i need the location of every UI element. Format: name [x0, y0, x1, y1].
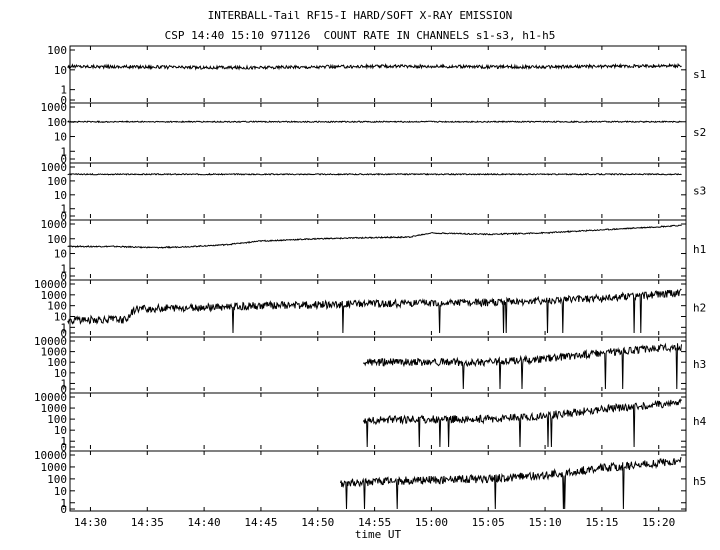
y-tick-label: 100 — [47, 413, 67, 426]
panel-s1: 100 10 10 s1 — [47, 44, 706, 107]
channel-label-h5: h5 — [693, 475, 706, 488]
y-tick-label: 10 — [54, 131, 67, 144]
y-tick-label: 1000 — [41, 161, 68, 174]
y-tick-label: 1 — [60, 435, 67, 448]
series-line-h5 — [340, 456, 682, 510]
y-tick-label: 1000 — [41, 289, 68, 302]
y-tick-label: 10000 — [34, 391, 67, 404]
channel-label-h1: h1 — [693, 243, 706, 256]
y-tick-label: 100 — [47, 175, 67, 188]
plot-frame — [69, 45, 687, 512]
y-tick-label: 0 — [60, 94, 67, 107]
y-tick-label: 10000 — [34, 449, 67, 462]
y-tick-label: 1 — [60, 262, 67, 275]
y-tick-label: 100 — [47, 300, 67, 313]
y-tick-label: 10 — [54, 311, 67, 324]
y-tick-label: 1 — [60, 497, 67, 510]
y-tick-label: 0 — [60, 327, 67, 340]
channel-label-h4: h4 — [693, 415, 707, 428]
x-tick-label: 15:10 — [529, 516, 562, 529]
x-tick-label: 14:45 — [244, 516, 277, 529]
channel-label-s1: s1 — [693, 68, 706, 81]
y-tick-label: 10 — [54, 189, 67, 202]
chart-title: INTERBALL-Tail RF15-I HARD/SOFT X-RAY EM… — [207, 9, 513, 22]
y-tick-label: 100 — [47, 356, 67, 369]
y-tick-label: 1 — [60, 203, 67, 216]
y-tick-label: 10 — [54, 367, 67, 380]
x-tick-label: 15:05 — [472, 516, 505, 529]
series-line-h2 — [67, 288, 682, 334]
channel-label-h3: h3 — [693, 358, 706, 371]
y-tick-label: 0 — [60, 383, 67, 396]
x-tick-label: 15:00 — [415, 516, 448, 529]
series-line-s2 — [67, 120, 682, 124]
series-line-h1 — [67, 224, 682, 249]
x-tick-label: 14:55 — [358, 516, 391, 529]
y-tick-label: 0 — [60, 210, 67, 223]
x-axis-label: time UT — [355, 528, 402, 541]
y-tick-label: 0 — [60, 153, 67, 166]
y-tick-label: 10000 — [34, 335, 67, 348]
series-line-h4 — [362, 398, 682, 448]
y-tick-label: 1 — [60, 321, 67, 334]
x-tick-label: 14:40 — [188, 516, 221, 529]
x-tick-label: 15:15 — [585, 516, 618, 529]
y-tick-label: 1000 — [41, 346, 68, 359]
y-tick-label: 10000 — [34, 278, 67, 291]
channel-label-s2: s2 — [693, 126, 706, 139]
y-tick-label: 100 — [47, 116, 67, 129]
y-tick-label: 1 — [60, 377, 67, 390]
y-tick-label: 10 — [54, 64, 67, 77]
y-tick-label: 1 — [60, 84, 67, 97]
channel-label-h2: h2 — [693, 302, 706, 315]
y-tick-label: 0 — [60, 503, 67, 516]
y-tick-label: 10 — [54, 485, 67, 498]
y-tick-label: 1000 — [41, 461, 68, 474]
y-tick-label: 100 — [47, 44, 67, 57]
y-tick-label: 10 — [54, 424, 67, 437]
y-tick-label: 100 — [47, 233, 67, 246]
series-line-h3 — [362, 342, 682, 390]
y-tick-label: 1000 — [41, 402, 68, 415]
y-tick-label: 100 — [47, 473, 67, 486]
y-tick-label: 1 — [60, 145, 67, 158]
series-line-s1 — [67, 62, 682, 71]
y-tick-label: 1000 — [41, 101, 68, 114]
y-tick-label: 1000 — [41, 218, 68, 231]
x-tick-label: 14:30 — [74, 516, 107, 529]
x-tick-label: 14:50 — [301, 516, 334, 529]
y-tick-label: 0 — [60, 441, 67, 454]
series-line-s3 — [67, 172, 682, 176]
channel-label-s3: s3 — [693, 185, 706, 198]
x-tick-label: 14:35 — [131, 516, 164, 529]
chart-subtitle: CSP 14:40 15:10 971126 COUNT RATE IN CHA… — [164, 29, 556, 42]
x-tick-label: 15:20 — [642, 516, 675, 529]
y-tick-label: 10 — [54, 248, 67, 261]
y-tick-label: 0 — [60, 270, 67, 283]
